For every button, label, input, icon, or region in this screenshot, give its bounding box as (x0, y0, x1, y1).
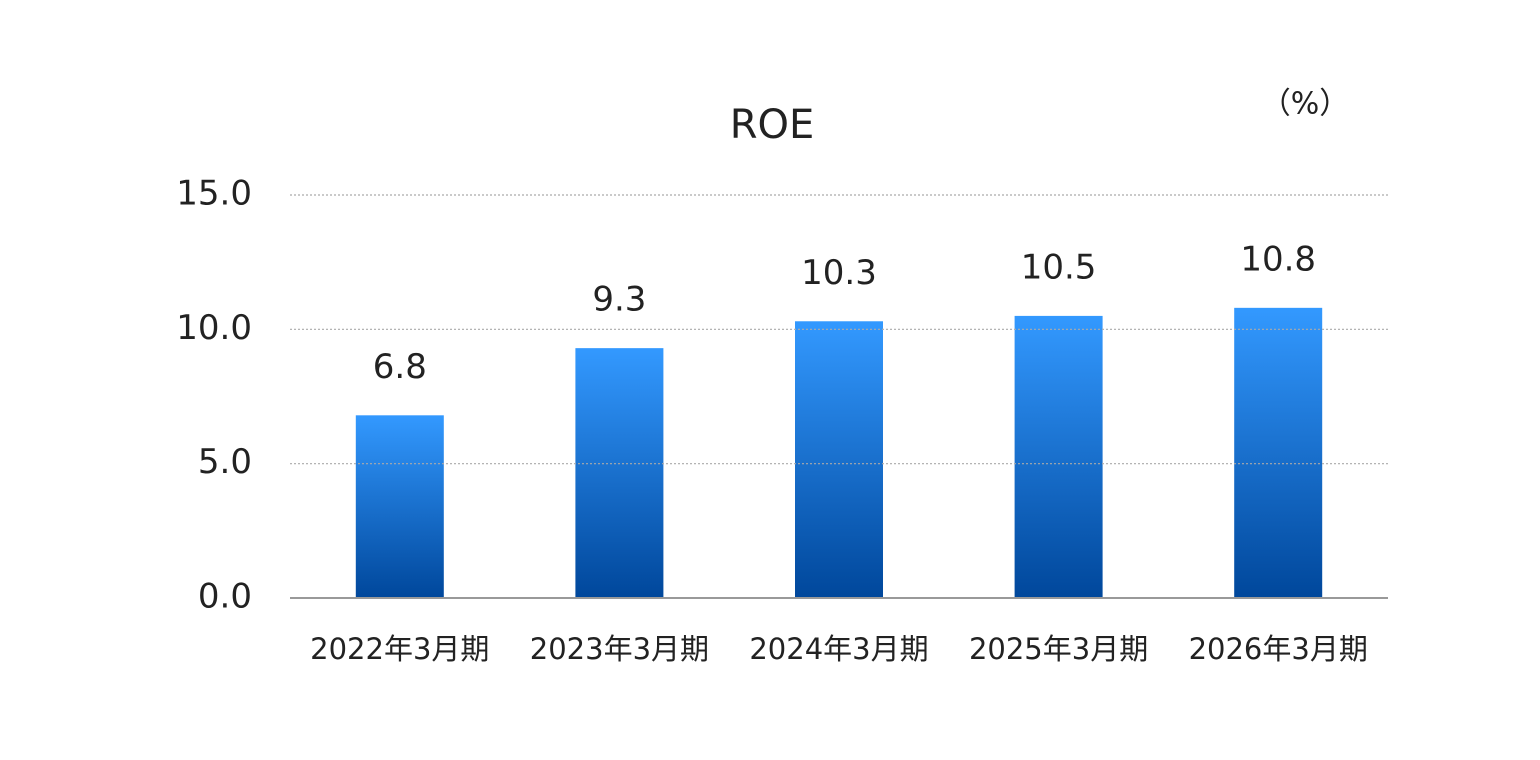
value-label: 10.5 (1021, 247, 1097, 287)
bar (355, 415, 444, 598)
x-tick-label: 2024年3月期 (749, 632, 928, 666)
unit-label: （%） (1261, 87, 1350, 122)
value-label: 6.8 (373, 347, 427, 387)
bar (575, 348, 664, 598)
x-tick-label: 2023年3月期 (530, 632, 709, 666)
x-tick-label: 2022年3月期 (310, 632, 489, 666)
y-tick-label: 5.0 (198, 442, 252, 482)
y-tick-label: 15.0 (176, 174, 252, 214)
x-tick-label: 2025年3月期 (969, 632, 1148, 666)
y-tick-label: 10.0 (176, 308, 252, 348)
chart-title: ROE (730, 102, 815, 148)
value-label: 10.8 (1240, 239, 1316, 279)
value-label: 9.3 (592, 280, 646, 320)
y-tick-label: 0.0 (198, 577, 252, 617)
bar (795, 321, 883, 598)
value-label: 10.3 (801, 253, 877, 293)
bar (1234, 307, 1323, 598)
bar (1014, 315, 1103, 598)
x-tick-label: 2026年3月期 (1189, 632, 1368, 666)
